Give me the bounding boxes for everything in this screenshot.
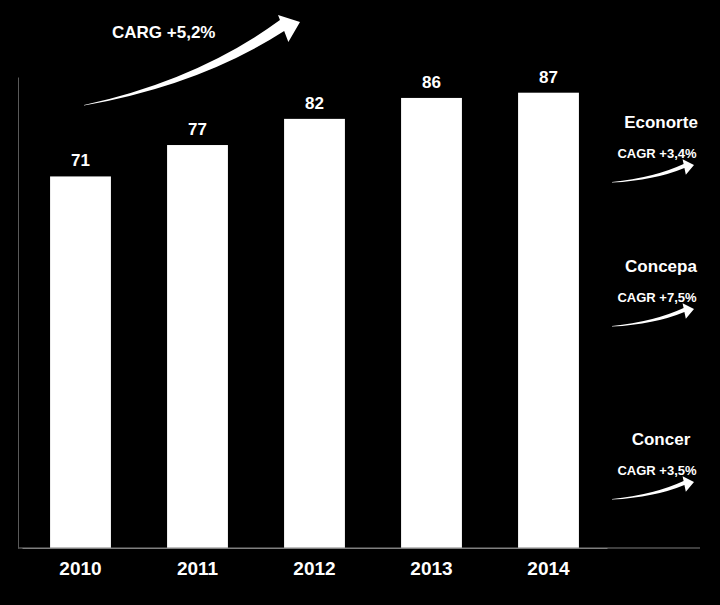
x-axis-line <box>23 548 608 549</box>
background <box>0 0 720 605</box>
annotation: CARG +5,2% <box>112 23 215 42</box>
chart: 2010 2011 2012 2013 2014 71 77 82 86 87 CARG +5,2%… <box>0 0 720 605</box>
x-tick: 2014 <box>527 548 570 579</box>
x-axis: 2010 2011 2012 2013 2014 <box>23 548 608 579</box>
x-tick: 2010 <box>59 548 101 579</box>
side-note-text: CAGR +3,5% <box>617 463 697 478</box>
x-tick-label: 2013 <box>410 558 452 579</box>
bar <box>401 98 462 548</box>
x-tick-label: 2014 <box>527 558 570 579</box>
data-label: 86 <box>422 73 441 92</box>
x-tick: 2011 <box>177 548 219 579</box>
bar <box>167 145 228 548</box>
side-note-name: Concepa <box>625 257 697 276</box>
x-tick-label: 2012 <box>293 558 335 579</box>
bar <box>518 93 579 548</box>
x-tick: 2013 <box>410 548 452 579</box>
data-labels: 71 77 82 86 87 <box>71 68 558 171</box>
x-tick-label: 2010 <box>59 558 101 579</box>
y-axis-line <box>18 78 19 549</box>
side-note-text: CAGR +3,4% <box>617 146 697 161</box>
bar <box>50 176 111 548</box>
data-label: 82 <box>305 94 324 113</box>
bars <box>50 93 579 548</box>
bar <box>284 119 345 548</box>
x-tick-label: 2011 <box>177 558 219 579</box>
arrow <box>84 15 300 105</box>
arrow <box>612 303 694 326</box>
y-axis <box>18 78 19 549</box>
side-note-text: CAGR +7,5% <box>617 290 697 305</box>
arrow <box>612 159 694 182</box>
x-tick: 2012 <box>293 548 335 579</box>
side-note-name: Concer <box>632 430 691 449</box>
arrow <box>612 476 694 499</box>
baseline <box>18 548 700 549</box>
data-label: 87 <box>539 68 558 87</box>
data-label: 77 <box>188 120 207 139</box>
side-note-name: Econorte <box>624 113 698 132</box>
data-label: 71 <box>71 151 90 170</box>
